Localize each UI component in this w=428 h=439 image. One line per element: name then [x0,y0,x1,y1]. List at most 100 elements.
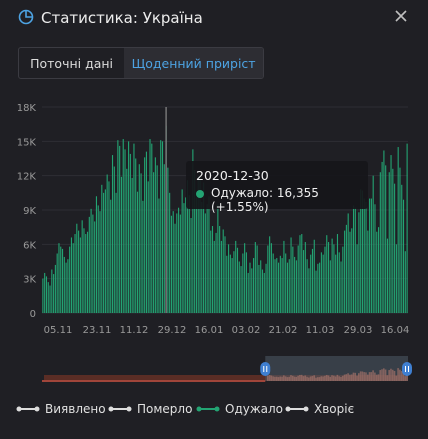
bar [154,157,156,313]
bar [172,211,174,313]
window-header: Статистика: Україна [0,0,428,36]
navigator-bar [308,377,310,381]
navigator-bar [345,374,348,381]
bar [147,181,149,313]
bar [153,172,155,313]
bar [188,195,190,313]
bar [351,228,353,313]
bar [99,211,101,313]
bar [385,165,387,313]
navigator-bar [370,372,373,381]
bar [69,246,71,313]
close-icon[interactable] [394,9,408,23]
bar [369,198,371,313]
bar [174,223,176,313]
bar [231,258,233,313]
bar [352,205,355,313]
bar [78,230,80,313]
bar [72,243,74,313]
y-tick-label: 12K [17,172,37,183]
bar [251,268,253,313]
bar [211,226,214,313]
navigator-bar [390,368,392,381]
navigator-bar [281,376,283,381]
bar [329,260,331,313]
bar [360,189,362,313]
chart-tooltip: 2020-12-30 Одужало: 16,355 (+1.55%) [186,161,368,214]
navigator-handle[interactable] [260,362,271,376]
bar [229,254,231,313]
navigator-bar [313,375,315,381]
view-tabs: Поточні дані Щоденний приріст [18,47,264,79]
bar [186,180,189,313]
navigator-bar [268,375,271,381]
bar [261,269,264,313]
bar [83,228,85,313]
navigator-bar [356,375,358,381]
navigator-bar [331,375,333,381]
x-tick-label: 29.12 [158,325,187,336]
bar [306,259,308,313]
bar [358,212,360,313]
navigator-bar [304,375,307,381]
bar [301,234,303,313]
navigator-bar [302,376,305,381]
bar [315,270,317,313]
navigator-bar [374,372,376,381]
bar [367,230,369,313]
navigator-bar [274,376,276,381]
bar [63,256,65,313]
bar [372,175,374,313]
bar [265,263,267,313]
navigator-bar [365,372,367,381]
navigator-bar [363,372,365,381]
bar [145,151,147,313]
navigator-bar [379,370,382,381]
navigator-bar [293,376,296,381]
bar [240,266,242,313]
legend-item-deaths[interactable]: Померло [108,402,192,416]
bar [247,272,249,313]
chart-legend: Виявлено Померло Одужало Хворіє [0,402,428,422]
bar [370,198,372,313]
legend-item-detected[interactable]: Виявлено [16,402,106,416]
navigator-bar [325,374,328,381]
bar [131,177,133,313]
legend-item-active[interactable]: Хворіє [285,402,354,416]
navigator-bar [297,375,299,381]
bar [228,244,230,313]
bar [61,248,64,313]
navigator-bar [352,372,355,381]
navigator-bar [334,376,337,381]
bar [308,268,310,313]
bar [349,231,351,313]
bar [242,253,244,313]
tab-daily-growth[interactable]: Щоденний приріст [124,48,263,78]
bar [303,250,305,313]
bar [235,240,237,313]
legend-item-recovered[interactable]: Одужало [196,402,283,416]
bar [124,149,126,313]
navigator-bar [266,375,269,381]
bar [397,147,399,313]
navigator-handle[interactable] [402,362,412,376]
bar [169,192,171,313]
navigator-bar [286,377,289,381]
bar [333,244,335,313]
bar [310,254,312,313]
legend-label: Померло [137,402,193,416]
bar [178,207,180,313]
bar [163,164,165,313]
bar [44,272,46,313]
bar [219,226,221,313]
bar [60,246,62,313]
bar [294,256,296,313]
daily-growth-chart: 0 3K 6K 9K 12K 15K 18K 05.11 23.11 11.12 29.12 16.0… [17,103,412,382]
bar [160,140,162,313]
bar [140,173,142,313]
tab-current-data[interactable]: Поточні дані [30,55,114,71]
bar [226,255,228,313]
bar [285,253,287,313]
navigator-bar [306,376,308,381]
bar [179,214,181,313]
